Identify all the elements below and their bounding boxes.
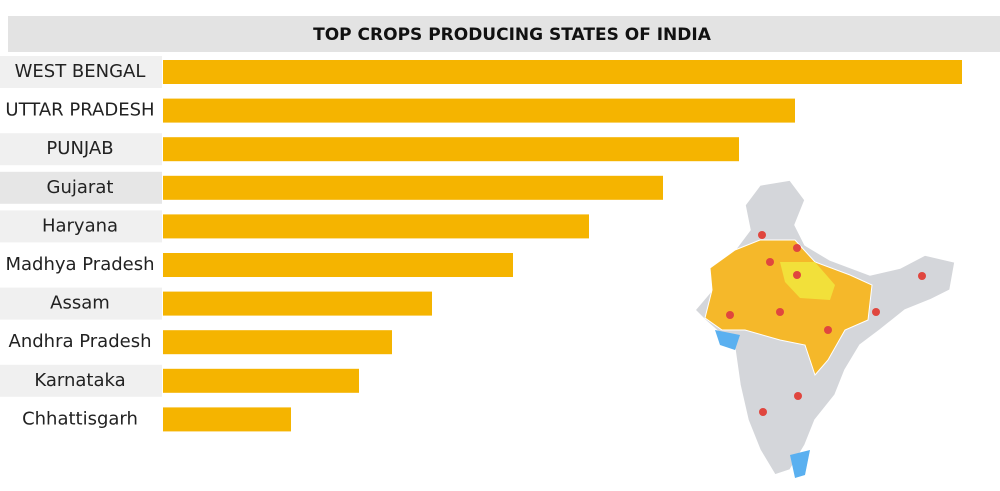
bar	[163, 253, 513, 277]
category-label: Gujarat	[47, 177, 114, 198]
category-label: Madhya Pradesh	[5, 254, 154, 275]
bar	[163, 60, 962, 84]
label-background	[0, 133, 162, 166]
category-label: PUNJAB	[46, 138, 113, 159]
category-label: Andhra Pradesh	[9, 331, 152, 352]
label-background	[0, 210, 162, 243]
category-label: WEST BENGAL	[15, 61, 146, 82]
category-label: Chhattisgarh	[22, 408, 138, 429]
bar	[163, 407, 291, 432]
category-label: UTTAR PRADESH	[5, 100, 154, 121]
india-map	[693, 179, 956, 478]
label-background	[0, 287, 162, 320]
bar	[163, 137, 739, 162]
label-background	[0, 56, 162, 88]
category-label: Assam	[50, 293, 110, 314]
label-background	[0, 171, 162, 204]
category-label: Haryana	[42, 215, 118, 236]
bar	[163, 330, 392, 355]
bar	[163, 175, 663, 200]
bar	[163, 98, 795, 123]
bar	[163, 291, 432, 316]
title-bar	[8, 16, 1000, 52]
category-label: Karnataka	[34, 370, 125, 391]
label-background	[0, 364, 162, 397]
bar	[163, 214, 589, 239]
bar	[163, 368, 359, 393]
chart-title: TOP CROPS PRODUCING STATES OF INDIA	[313, 25, 712, 45]
